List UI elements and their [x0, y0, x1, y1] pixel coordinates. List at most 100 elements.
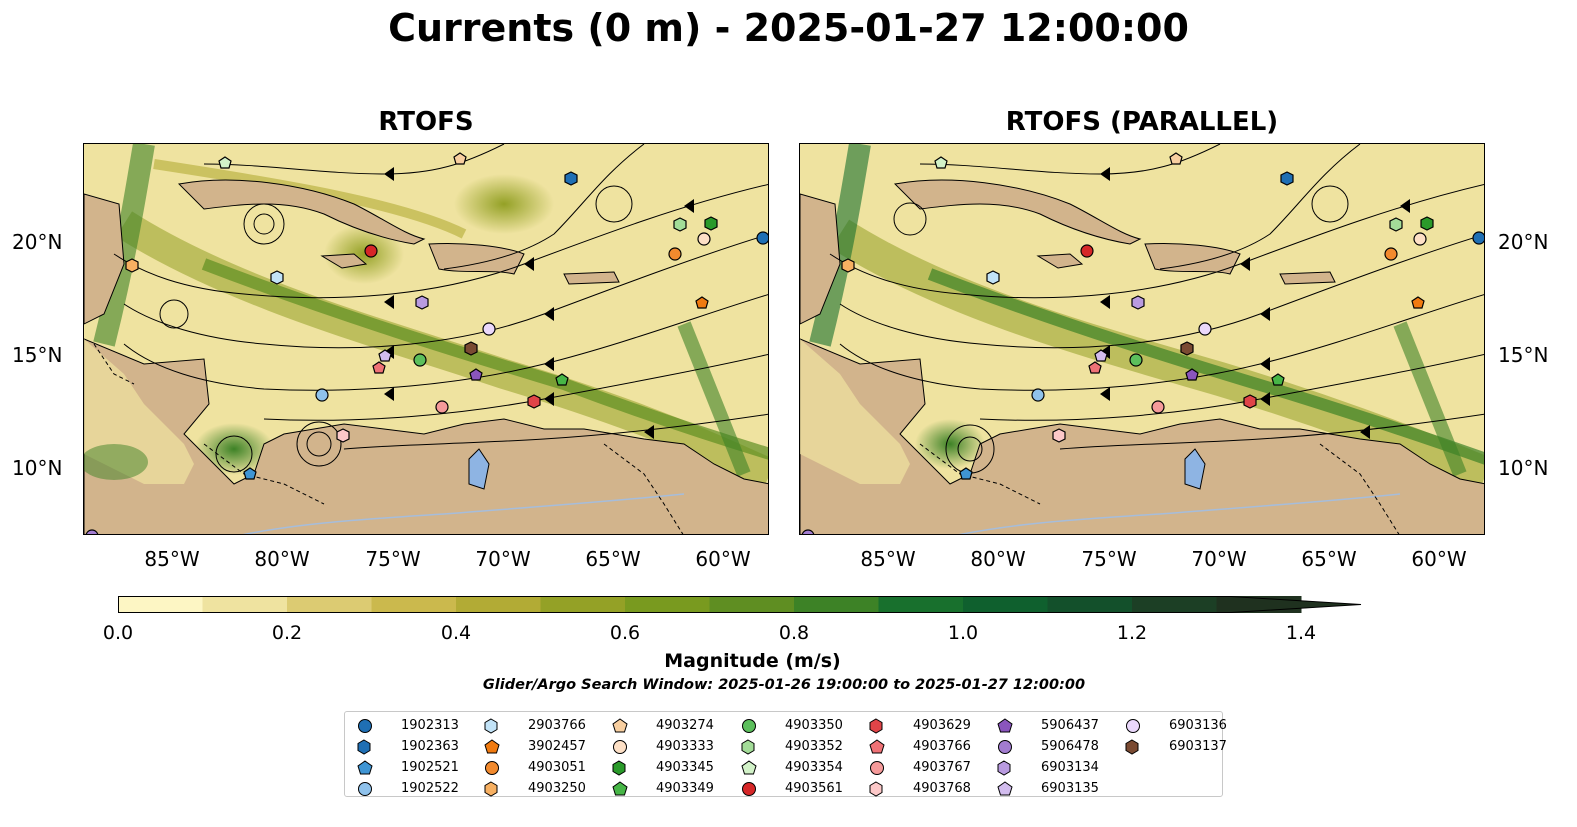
- legend-item-label: 4903345: [656, 760, 714, 775]
- colorbar-tick-6: 1.2: [1116, 622, 1148, 644]
- hexagon-marker-icon: [997, 760, 1011, 776]
- colorbar-segment: [709, 596, 795, 613]
- lon-label-75w-left: 75°W: [365, 547, 421, 571]
- lat-label-20n-left: 20°N: [12, 230, 63, 254]
- colorbar-segment: [287, 596, 372, 613]
- circle-marker-icon: [1126, 719, 1140, 733]
- panel-title-rtofs: RTOFS: [378, 107, 474, 137]
- colorbar-segment: [371, 596, 457, 613]
- legend-item-label: 4903352: [785, 739, 843, 754]
- colorbar-tick-5: 1.0: [947, 622, 979, 644]
- lon-label-70w-left: 70°W: [475, 547, 531, 571]
- colorbar-tick-0: 0.0: [102, 622, 134, 644]
- lon-label-70w-right: 70°W: [1191, 547, 1247, 571]
- pentagon-marker-icon: [997, 781, 1013, 796]
- circle-marker-icon: [742, 782, 756, 796]
- float-legend: 1902313 1902363 1902521 1902522 2903766 39024…: [344, 711, 1227, 797]
- lon-label-75w-right: 75°W: [1081, 547, 1137, 571]
- legend-item-label: 4903333: [656, 739, 714, 754]
- colorbar-tick-3: 0.6: [609, 622, 641, 644]
- circle-marker-icon: [358, 719, 372, 733]
- hexagon-marker-icon: [357, 739, 371, 755]
- lat-label-20n-right: 20°N: [1498, 230, 1549, 254]
- lat-label-15n-right: 15°N: [1498, 343, 1549, 367]
- circle-marker-icon: [358, 782, 372, 796]
- circle-marker-icon: [870, 761, 884, 775]
- lon-label-85w-left: 85°W: [144, 547, 200, 571]
- hexagon-marker-icon: [869, 781, 883, 797]
- legend-item-label: 4903766: [913, 739, 971, 754]
- colorbar-label: Magnitude (m/s): [664, 650, 841, 672]
- circle-marker-icon: [613, 740, 627, 754]
- colorbar-extend-arrow: [1231, 596, 1361, 613]
- lat-label-10n-left: 10°N: [12, 456, 63, 480]
- colorbar-tick-1: 0.2: [271, 622, 303, 644]
- colorbar-segment: [878, 596, 964, 613]
- circle-marker-icon: [742, 719, 756, 733]
- legend-item-label: 5906478: [1041, 739, 1099, 754]
- legend-item-label: 6903137: [1169, 739, 1227, 754]
- pentagon-marker-icon: [997, 718, 1013, 733]
- colorbar-segment: [540, 596, 626, 613]
- pentagon-marker-icon: [869, 739, 885, 754]
- pentagon-marker-icon: [484, 739, 500, 754]
- colorbar-segment: [1132, 596, 1217, 613]
- colorbar-segment: [963, 596, 1048, 613]
- lon-label-80w-left: 80°W: [254, 547, 310, 571]
- legend-item-label: 4903629: [913, 718, 971, 733]
- colorbar-outline: [118, 596, 1362, 613]
- lon-label-85w-right: 85°W: [860, 547, 916, 571]
- panel-title-rtofs-parallel: RTOFS (PARALLEL): [1005, 107, 1279, 137]
- colorbar-segment: [456, 596, 541, 613]
- legend-item-label: 6903135: [1041, 781, 1099, 796]
- colorbar-segment: [794, 596, 879, 613]
- search-window-text: Glider/Argo Search Window: 2025-01-26 19…: [482, 677, 1086, 693]
- legend-item-label: 5906437: [1041, 718, 1099, 733]
- colorbar-tick-7: 1.4: [1285, 622, 1317, 644]
- legend-item-label: 1902313: [401, 718, 459, 733]
- legend-item-label: 4903350: [785, 718, 843, 733]
- hexagon-marker-icon: [741, 739, 755, 755]
- colorbar-tick-4: 0.8: [778, 622, 810, 644]
- legend-item-label: 4903349: [656, 781, 714, 796]
- lon-label-60w-left: 60°W: [695, 547, 751, 571]
- map-panel-rtofs[interactable]: [83, 143, 769, 535]
- hexagon-marker-icon: [484, 781, 498, 797]
- figure-title: Currents (0 m) - 2025-01-27 12:00:00: [388, 6, 1189, 50]
- lon-label-60w-right: 60°W: [1411, 547, 1467, 571]
- legend-item-label: 2903766: [528, 718, 586, 733]
- lon-label-65w-left: 65°W: [585, 547, 641, 571]
- legend-item-label: 1902522: [401, 781, 459, 796]
- legend-item-label: 6903136: [1169, 718, 1227, 733]
- legend-item-label: 4903768: [913, 781, 971, 796]
- legend-item-label: 1902363: [401, 739, 459, 754]
- pentagon-marker-icon: [741, 760, 757, 775]
- hexagon-marker-icon: [1125, 739, 1139, 755]
- legend-item-label: 4903274: [656, 718, 714, 733]
- lon-label-65w-right: 65°W: [1301, 547, 1357, 571]
- pentagon-marker-icon: [612, 781, 628, 796]
- colorbar-segment: [625, 596, 710, 613]
- lon-label-80w-right: 80°W: [970, 547, 1026, 571]
- colorbar: [118, 596, 1453, 620]
- colorbar-tick-2: 0.4: [440, 622, 472, 644]
- circle-marker-icon: [485, 761, 499, 775]
- lat-label-10n-right: 10°N: [1498, 456, 1549, 480]
- legend-item-label: 1902521: [401, 760, 459, 775]
- legend-item-label: 3902457: [528, 739, 586, 754]
- circle-marker-icon: [998, 740, 1012, 754]
- colorbar-segment: [118, 596, 203, 613]
- hexagon-marker-icon: [612, 760, 626, 776]
- hexagon-marker-icon: [869, 718, 883, 734]
- colorbar-segment: [1047, 596, 1133, 613]
- legend-item-label: 4903051: [528, 760, 586, 775]
- legend-item-label: 4903354: [785, 760, 843, 775]
- map-panel-rtofs-parallel[interactable]: [799, 143, 1485, 535]
- legend-item-label: 4903767: [913, 760, 971, 775]
- legend-item-label: 6903134: [1041, 760, 1099, 775]
- legend-item-label: 4903561: [785, 781, 843, 796]
- pentagon-marker-icon: [612, 718, 628, 733]
- lat-label-15n-left: 15°N: [12, 343, 63, 367]
- colorbar-segment: [202, 596, 288, 613]
- legend-item-label: 4903250: [528, 781, 586, 796]
